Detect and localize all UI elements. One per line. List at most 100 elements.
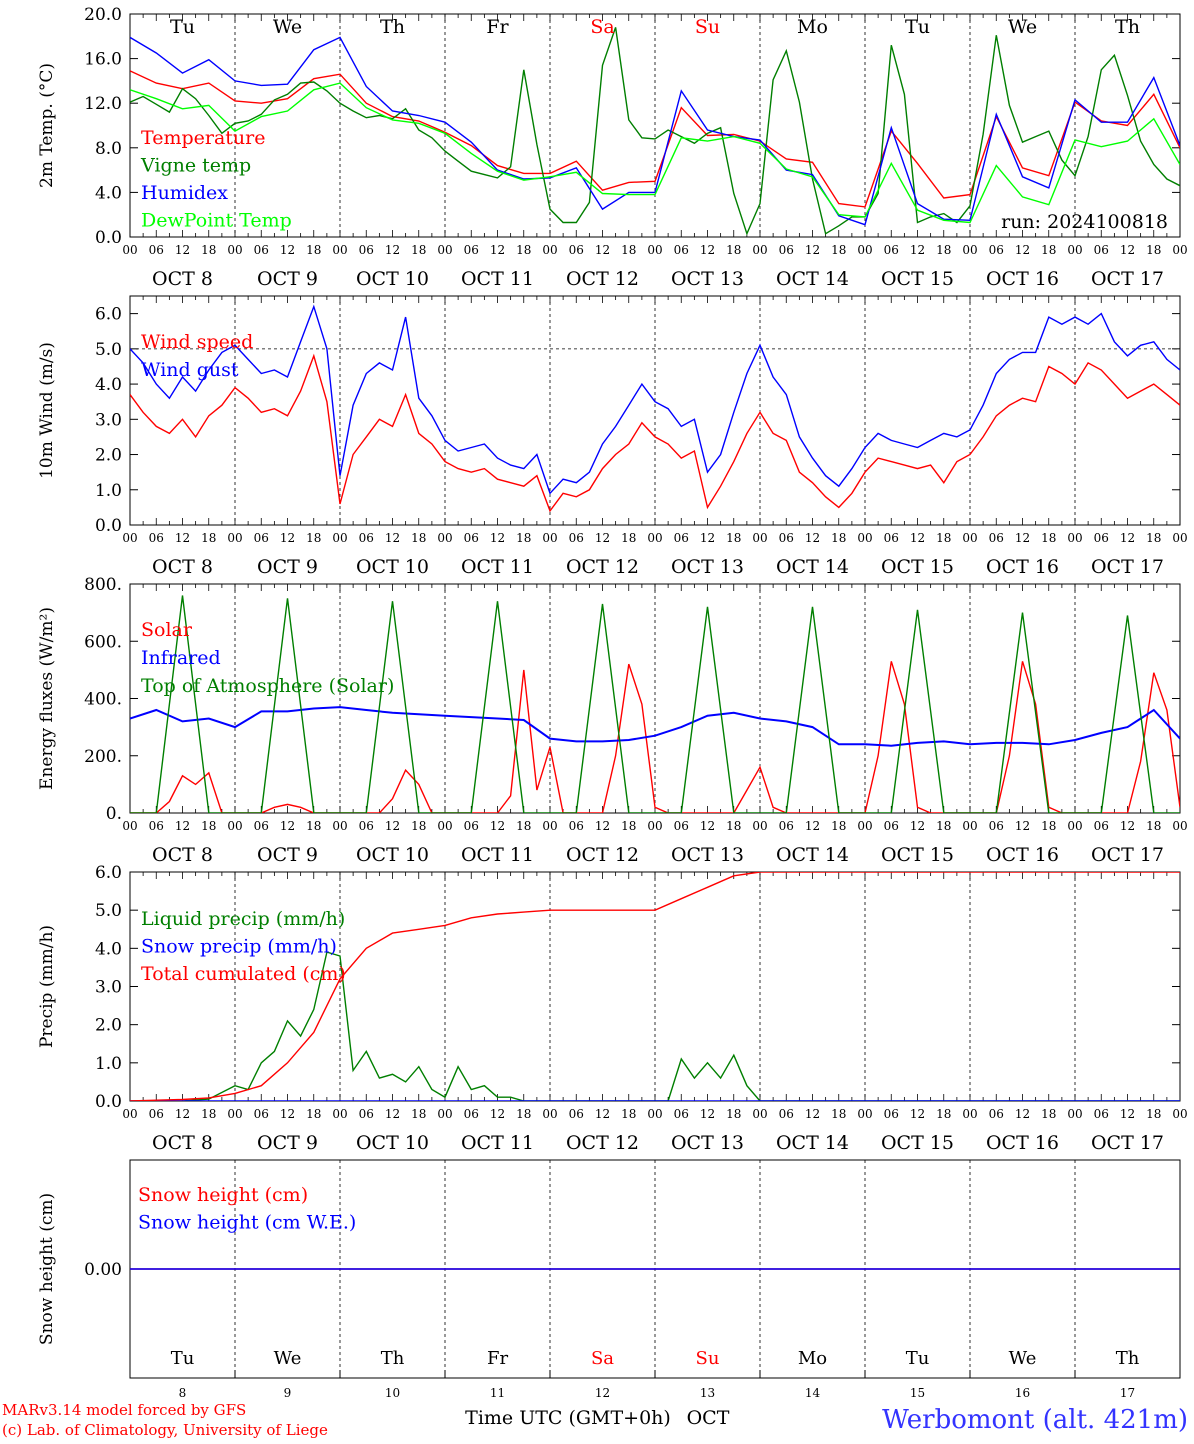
hour-tick-label: 06 — [149, 531, 164, 545]
hour-tick-label: 18 — [726, 243, 741, 257]
date-label: OCT 15 — [881, 556, 954, 578]
hour-tick-label: 12 — [1015, 819, 1030, 833]
date-number-label: 16 — [1015, 1386, 1030, 1400]
hour-tick-label: 18 — [1146, 531, 1161, 545]
hour-tick-label: 18 — [936, 243, 951, 257]
legend-entry: Wind speed — [141, 331, 253, 353]
series-line-top-of-atmosphere-solar — [130, 595, 1180, 813]
legend-entry: Wind gust — [141, 359, 239, 381]
hour-tick-label: 18 — [306, 819, 321, 833]
hour-tick-label: 00 — [752, 531, 767, 545]
weekday-label: Th — [381, 1348, 405, 1369]
legend-entry: Solar — [141, 619, 193, 641]
y-axis-label: Snow height (cm) — [37, 1193, 57, 1345]
y-tick-label: 0. — [106, 804, 122, 824]
date-label: OCT 10 — [356, 844, 429, 866]
y-tick-label: 4.0 — [95, 939, 122, 959]
hour-tick-label: 06 — [1094, 243, 1109, 257]
hour-tick-label: 12 — [385, 243, 400, 257]
date-number-label: 13 — [700, 1386, 715, 1400]
series-line-vigne-temp — [130, 27, 1180, 236]
date-label: OCT 16 — [986, 1132, 1059, 1154]
y-tick-label: 6.0 — [95, 863, 122, 883]
hour-tick-label: 00 — [1067, 819, 1082, 833]
date-label: OCT 13 — [671, 1132, 744, 1154]
hour-tick-label: 18 — [726, 531, 741, 545]
hour-tick-label: 12 — [175, 243, 190, 257]
weekday-label: We — [274, 1348, 302, 1369]
hour-tick-label: 00 — [647, 819, 662, 833]
legend-entry: Top of Atmosphere (Solar) — [141, 675, 394, 697]
hour-tick-label: 06 — [884, 1107, 899, 1121]
hour-tick-label: 00 — [962, 1107, 977, 1121]
series-line-dewpoint-temp — [130, 82, 1180, 224]
date-label: OCT 11 — [461, 556, 534, 578]
date-label: OCT 9 — [257, 556, 318, 578]
hour-tick-label: 00 — [962, 243, 977, 257]
hour-tick-label: 00 — [647, 531, 662, 545]
hour-tick-label: 00 — [962, 531, 977, 545]
date-label: OCT 17 — [1091, 556, 1164, 578]
y-tick-label: 5.0 — [95, 901, 122, 921]
hour-tick-label: 00 — [1172, 243, 1187, 257]
hour-tick-label: 18 — [516, 243, 531, 257]
hour-tick-label: 18 — [726, 819, 741, 833]
y-tick-label: 0.00 — [84, 1260, 122, 1280]
hour-tick-label: 06 — [569, 1107, 584, 1121]
hour-tick-label: 12 — [910, 819, 925, 833]
hour-tick-label: 12 — [490, 531, 505, 545]
hour-tick-label: 06 — [569, 819, 584, 833]
hour-tick-label: 12 — [175, 819, 190, 833]
date-label: OCT 9 — [257, 268, 318, 290]
legend-entry: Liquid precip (mm/h) — [141, 908, 345, 930]
series-line-solar — [130, 661, 1180, 813]
legend-entry: Temperature — [141, 127, 265, 149]
hour-tick-label: 06 — [149, 819, 164, 833]
hour-tick-label: 18 — [621, 243, 636, 257]
hour-tick-label: 00 — [122, 531, 137, 545]
hour-tick-label: 12 — [280, 1107, 295, 1121]
weekday-label: Th — [1116, 1348, 1140, 1369]
y-axis-label: 10m Wind (m/s) — [37, 342, 57, 479]
date-label: OCT 9 — [257, 844, 318, 866]
hour-tick-label: 00 — [122, 819, 137, 833]
y-tick-label: 12.0 — [84, 94, 122, 114]
y-tick-label: 600. — [84, 632, 122, 652]
date-label: OCT 10 — [356, 268, 429, 290]
hour-tick-label: 00 — [857, 243, 872, 257]
hour-tick-label: 12 — [1015, 1107, 1030, 1121]
hour-tick-label: 06 — [359, 1107, 374, 1121]
legend-entry: Total cumulated (cm) — [141, 963, 346, 985]
hour-tick-label: 12 — [490, 243, 505, 257]
hour-tick-label: 12 — [805, 819, 820, 833]
credit-line: (c) Lab. of Climatology, University of L… — [2, 1421, 328, 1439]
hour-tick-label: 12 — [280, 531, 295, 545]
hour-tick-label: 12 — [700, 1107, 715, 1121]
legend-entry: Vigne temp — [140, 155, 251, 177]
hour-tick-label: 12 — [700, 243, 715, 257]
date-label: OCT 16 — [986, 268, 1059, 290]
y-tick-label: 20.0 — [84, 5, 122, 25]
y-axis-label: Energy fluxes (W/m²) — [37, 607, 57, 790]
date-label: OCT 12 — [566, 844, 639, 866]
date-label: OCT 10 — [356, 556, 429, 578]
series-line-total-cumulated-cm — [130, 872, 1180, 1101]
hour-tick-label: 18 — [516, 819, 531, 833]
hour-tick-label: 00 — [227, 819, 242, 833]
hour-tick-label: 06 — [989, 819, 1004, 833]
y-tick-label: 800. — [84, 575, 122, 595]
hour-tick-label: 00 — [227, 1107, 242, 1121]
hour-tick-label: 00 — [1172, 1107, 1187, 1121]
hour-tick-label: 12 — [1120, 819, 1135, 833]
hour-tick-label: 06 — [674, 531, 689, 545]
y-tick-label: 2.0 — [95, 446, 122, 466]
month-label: OCT — [687, 1407, 730, 1429]
hour-tick-label: 18 — [936, 819, 951, 833]
y-axis-label: 2m Temp. (°C) — [37, 63, 57, 188]
y-tick-label: 0.0 — [95, 1092, 122, 1112]
series-line-wind-speed — [130, 353, 1180, 513]
date-label: OCT 11 — [461, 1132, 534, 1154]
legend-entry: Snow height (cm) — [138, 1184, 308, 1206]
